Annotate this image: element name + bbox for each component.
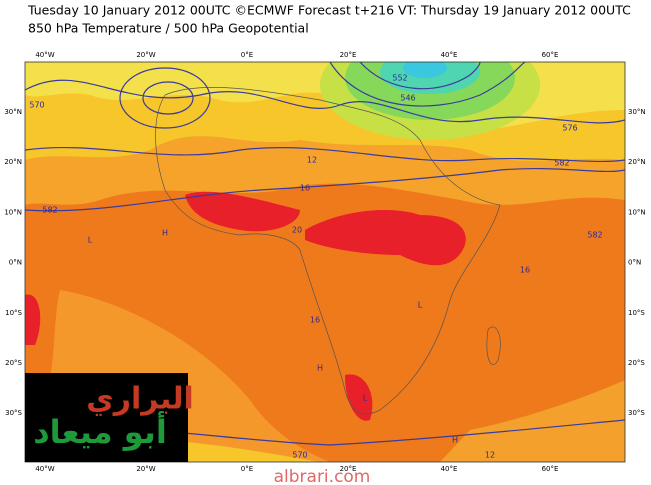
contour	[142, 81, 194, 115]
latitude-label: 20°S	[628, 359, 645, 367]
contour-label: 20	[292, 226, 302, 235]
contour-label: 552	[392, 74, 407, 83]
latitude-label: 30°S	[5, 409, 22, 417]
contour-label: 546	[400, 94, 415, 103]
longitude-label: 60°E	[542, 465, 559, 473]
latitude-label: 0°N	[9, 259, 22, 267]
longitude-label: 60°E	[542, 51, 559, 59]
contour	[119, 67, 211, 129]
temp-field	[185, 191, 300, 232]
latitude-label: 30°S	[628, 409, 645, 417]
watermark-box	[25, 373, 188, 462]
pressure-marker: H	[317, 364, 323, 373]
subtitle: 850 hPa Temperature / 500 hPa Geopotenti…	[28, 21, 309, 36]
contour-label: 16	[300, 184, 310, 193]
contour-label: 582	[587, 231, 602, 240]
temp-field	[403, 62, 447, 78]
coastline	[155, 87, 501, 415]
temp-field	[25, 294, 41, 345]
pressure-marker: H	[162, 229, 168, 238]
latitude-label: 10°S	[5, 309, 22, 317]
longitude-label: 20°W	[136, 51, 155, 59]
contour-label: 576	[562, 124, 577, 133]
latitude-label: 20°N	[4, 158, 22, 166]
site: albrari.com	[274, 467, 371, 485]
temp-field	[440, 380, 625, 462]
contour-label: 582	[42, 206, 57, 215]
latitude-label: 30°N	[4, 108, 22, 116]
longitude-label: 40°E	[441, 51, 458, 59]
longitude-label: 20°E	[340, 51, 357, 59]
pressure-marker: H	[452, 436, 458, 445]
contour	[25, 147, 625, 163]
contour	[25, 79, 625, 124]
longitude-label: 40°W	[35, 465, 54, 473]
contour	[329, 62, 526, 107]
longitude-label: 0°E	[241, 465, 253, 473]
latitude-label: 10°N	[628, 208, 646, 216]
latitude-label: 20°S	[5, 359, 22, 367]
map-frame	[24, 61, 626, 463]
contour	[25, 167, 625, 212]
contour-label: 570	[292, 451, 307, 460]
latitude-label: 30°N	[628, 108, 646, 116]
latitude-label: 10°S	[628, 309, 645, 317]
pressure-marker: L	[363, 394, 368, 403]
latitude-label: 10°N	[4, 208, 22, 216]
title: Tuesday 10 January 2012 00UTC ©ECMWF For…	[27, 3, 631, 18]
latitude-label: 0°N	[628, 259, 641, 267]
watermark-bottom: أبو ميعاد	[33, 411, 167, 451]
longitude-label: 0°E	[241, 51, 253, 59]
contour	[359, 62, 481, 90]
contour-label: 16	[310, 316, 320, 325]
watermark: البراري أبو ميعاد albrari.com	[25, 373, 370, 485]
longitude-label: 20°E	[340, 465, 357, 473]
temp-field	[305, 210, 466, 266]
watermark-top: البراري	[86, 382, 194, 417]
contour-label: 12	[307, 156, 317, 165]
temp-field	[345, 374, 373, 421]
longitude-label: 40°E	[441, 465, 458, 473]
longitude-label: 40°W	[35, 51, 54, 59]
pressure-marker: L	[418, 301, 423, 310]
coastline	[486, 326, 501, 365]
contour-label: 582	[554, 159, 569, 168]
longitude-label: 20°W	[136, 465, 155, 473]
contour-label: 12	[485, 451, 495, 460]
pressure-marker: L	[88, 236, 93, 245]
latitude-label: 20°N	[628, 158, 646, 166]
contour-label: 16	[520, 266, 530, 275]
contour-label: 570	[29, 101, 44, 110]
